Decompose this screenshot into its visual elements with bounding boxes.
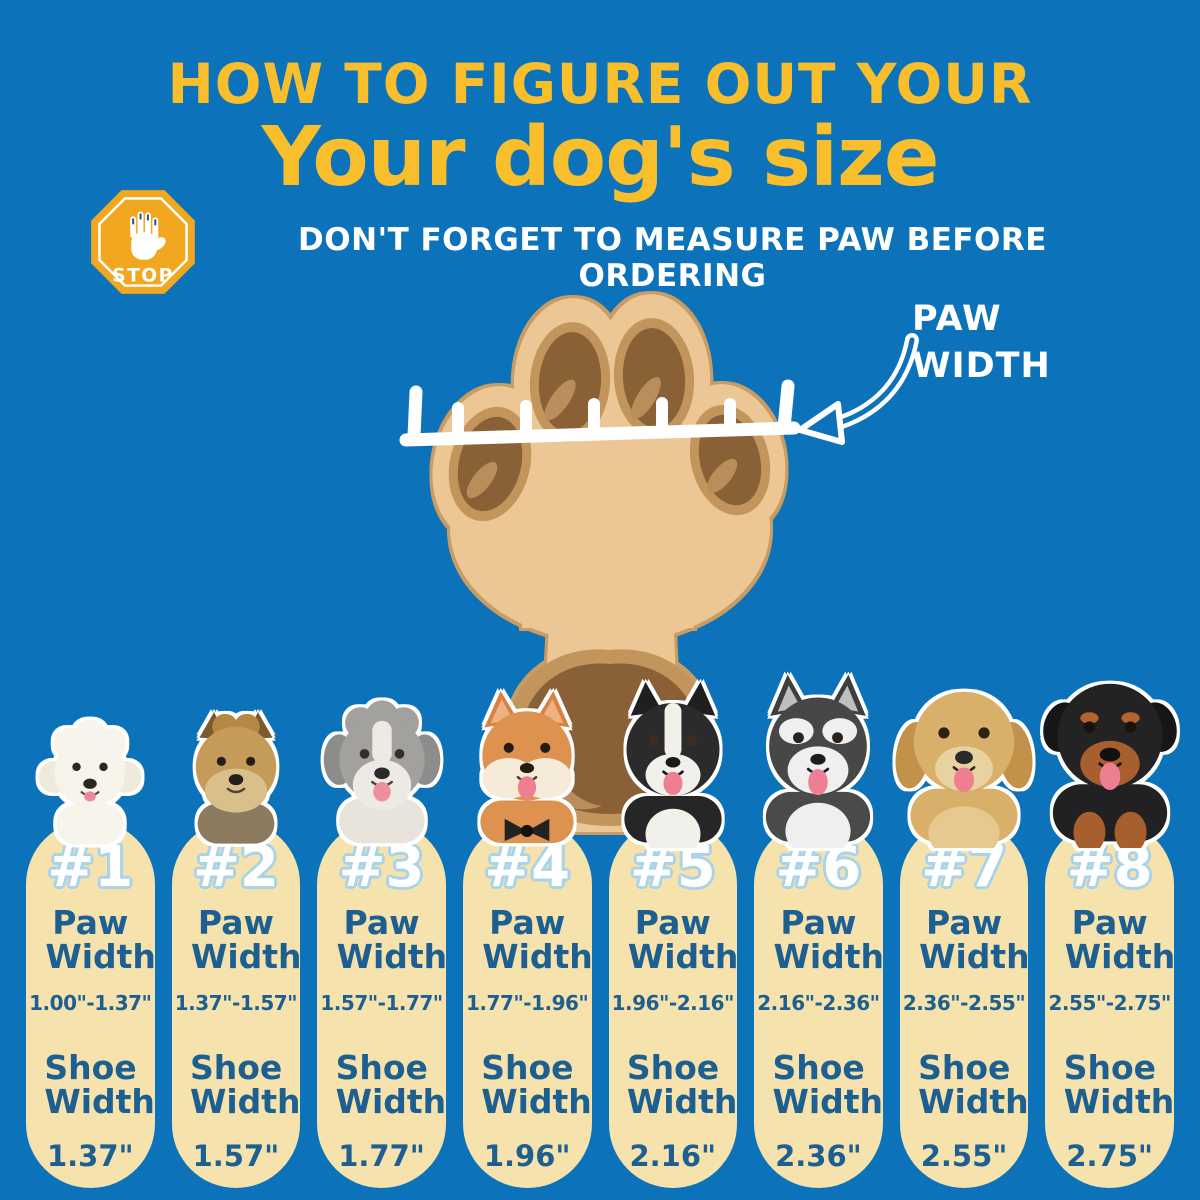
shoe-width-value: 1.37" [46, 1138, 134, 1173]
shoe-width-label: Shoe Width [1063, 1048, 1175, 1121]
stop-sign-label: STOP [112, 265, 174, 286]
measure-reminder-text: DON'T FORGET TO MEASURE PAW BEFORE ORDER… [298, 222, 1047, 294]
paw-width-range: 1.57"-1.77" [320, 991, 443, 1016]
shoe-width-value: 2.75" [1066, 1138, 1154, 1173]
size-column-5: #5 Paw Width 1.96"-2.16" Shoe Width 2.16… [608, 668, 739, 1188]
paw-width-label: Paw Width [190, 903, 302, 976]
shoe-width-value: 2.55" [920, 1138, 1008, 1173]
ruler-measure-line [399, 379, 801, 447]
paw-width-label: Paw Width [482, 903, 593, 976]
size-number: #6 [775, 835, 862, 900]
shoe-width-value: 1.57" [192, 1138, 280, 1173]
paw-width-range: 1.77"-1.96" [466, 991, 589, 1016]
husky-icon [766, 674, 871, 848]
shoe-width-label: Shoe Width [44, 1048, 155, 1121]
paw-width-range: 1.00"-1.37" [29, 991, 152, 1016]
shoe-width-value: 1.96" [483, 1138, 571, 1173]
shoe-width-label: Shoe Width [918, 1048, 1029, 1121]
size-pill: #1 Paw Width 1.00"-1.37" Shoe Width 1.37… [26, 820, 156, 1188]
size-number: #2 [192, 835, 279, 900]
paw-width-range: 1.96"-2.16" [611, 991, 735, 1016]
bearded-collie-icon [323, 700, 440, 844]
shiba-inu-icon [480, 691, 574, 844]
shoe-width-value: 1.77" [338, 1138, 425, 1173]
size-number: #8 [1066, 835, 1153, 900]
size-pill: #5 Paw Width 1.96"-2.16" Shoe Width 2.16… [608, 820, 739, 1188]
size-number: #1 [47, 835, 134, 900]
size-number: #5 [629, 835, 716, 900]
golden-retriever-icon [895, 691, 1033, 848]
border-collie-icon [624, 681, 722, 848]
paw-width-label: Paw Width [919, 903, 1030, 976]
size-pill: #7 Paw Width 2.36"-2.55" Shoe Width 2.55… [899, 820, 1030, 1188]
size-pill: #3 Paw Width 1.57"-1.77" Shoe Width 1.77… [317, 820, 448, 1188]
paw-width-label: Paw Width [773, 903, 885, 976]
paw-width-label: Paw Width [45, 903, 156, 976]
bichon-frise-icon [38, 719, 142, 845]
size-column-2: #2 Paw Width 1.37"-1.57" Shoe Width 1.57… [171, 693, 302, 1188]
rottweiler-icon [1042, 683, 1177, 848]
paw-width-label: Paw Width [627, 903, 739, 976]
page-title: HOW TO FIGURE OUT YOUR [167, 52, 1033, 116]
size-pill: #4 Paw Width 1.77"-1.96" Shoe Width 1.96… [462, 820, 593, 1188]
shoe-width-value: 2.36" [775, 1138, 862, 1173]
bow-tie-icon [504, 818, 550, 842]
size-column-4: #4 Paw Width 1.77"-1.96" Shoe Width 1.96… [462, 676, 593, 1188]
toe-pad [613, 318, 695, 438]
paw-width-label: Paw Width [1064, 903, 1176, 976]
shoe-width-label: Shoe Width [335, 1048, 447, 1121]
size-column-8: #8 Paw Width 2.55"-2.75" Shoe Width 2.75… [1042, 652, 1177, 1188]
paw-width-label: Paw Width [336, 903, 448, 976]
page-subtitle-big: Your dog's size [261, 110, 940, 205]
size-pill: #2 Paw Width 1.37"-1.57" Shoe Width 1.57… [171, 820, 302, 1188]
paw-width-callout-label: PAW WIDTH [912, 299, 1051, 387]
shoe-width-label: Shoe Width [189, 1048, 301, 1121]
size-number: #7 [921, 835, 1007, 900]
curved-arrow-icon [797, 333, 919, 445]
size-column-6: #6 Paw Width 2.16"-2.36" Shoe Width 2.36… [754, 662, 885, 1188]
shoe-width-label: Shoe Width [772, 1048, 884, 1121]
size-number: #3 [338, 835, 425, 900]
size-number: #4 [484, 835, 571, 900]
yorkshire-terrier-icon [195, 711, 277, 844]
shoe-width-label: Shoe Width [626, 1048, 738, 1121]
size-chart-columns: #1 Paw Width 1.00"-1.37" Shoe Width 1.37… [26, 652, 1177, 1188]
size-pill: #8 Paw Width 2.55"-2.75" Shoe Width 2.75… [1045, 820, 1176, 1188]
shoe-width-label: Shoe Width [481, 1048, 592, 1121]
size-pill: #6 Paw Width 2.16"-2.36" Shoe Width 2.36… [754, 820, 885, 1188]
size-column-7: #7 Paw Width 2.36"-2.55" Shoe Width 2.55… [895, 658, 1033, 1188]
size-column-3: #3 Paw Width 1.57"-1.77" Shoe Width 1.77… [317, 683, 448, 1188]
paw-width-range: 2.55"-2.75" [1048, 991, 1172, 1016]
paw-width-range: 2.16"-2.36" [757, 991, 880, 1016]
hand-icon [130, 211, 166, 260]
paw-width-range: 2.36"-2.55" [902, 991, 1026, 1016]
size-column-1: #1 Paw Width 1.00"-1.37" Shoe Width 1.37… [26, 706, 156, 1188]
stop-sign-icon: STOP [91, 190, 195, 294]
shoe-width-value: 2.16" [629, 1138, 717, 1173]
paw-width-range: 1.37"-1.57" [174, 991, 298, 1016]
